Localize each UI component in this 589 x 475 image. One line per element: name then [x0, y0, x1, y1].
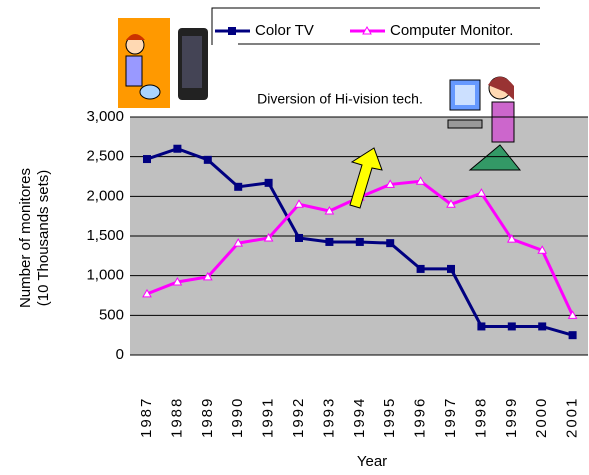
x-tick-label: 1999 — [503, 397, 520, 438]
x-tick-label: 1997 — [442, 397, 459, 438]
tv-icon — [118, 18, 208, 108]
marker — [234, 183, 242, 191]
x-tick-label: 1990 — [229, 397, 246, 438]
legend-marker — [228, 27, 236, 35]
marker — [265, 179, 273, 187]
y-tick-label: 1,000 — [86, 267, 124, 284]
x-tick-label: 1988 — [168, 397, 185, 438]
y-axis-title: Number of monitores — [17, 168, 34, 308]
marker — [538, 322, 546, 330]
x-tick-label: 2001 — [564, 397, 581, 438]
page: {"chart_data": {"type": "line", "ylabel"… — [0, 0, 589, 475]
chart: Diversion of Hi-vision tech. Year Number… — [0, 0, 589, 475]
marker — [569, 331, 577, 339]
x-axis-title: Year — [357, 453, 387, 470]
x-tick-label: 1998 — [472, 397, 489, 438]
marker — [204, 156, 212, 164]
marker — [325, 238, 333, 246]
marker — [477, 322, 485, 330]
marker — [356, 238, 364, 246]
x-tick-label: 1996 — [412, 397, 429, 438]
x-tick-label: 1995 — [381, 397, 398, 438]
marker — [228, 27, 236, 35]
annotation: Diversion of Hi-vision tech. — [257, 91, 423, 107]
legend-label: Computer Monitor. — [390, 22, 513, 39]
y-axis-title: (10 Thousands sets) — [35, 170, 52, 306]
x-tick-label: 1987 — [138, 397, 155, 438]
marker — [295, 234, 303, 242]
marker — [447, 265, 455, 273]
x-tick-label: 1994 — [351, 397, 368, 438]
x-tick-label: 1989 — [199, 397, 216, 438]
x-tick-label: 1992 — [290, 397, 307, 438]
y-tick-label: 0 — [116, 346, 124, 363]
x-tick-label: 2000 — [533, 397, 550, 438]
y-tick-label: 2,000 — [86, 187, 124, 204]
marker — [173, 145, 181, 153]
legend-label: Color TV — [255, 22, 314, 39]
x-tick-label: 1993 — [320, 397, 337, 438]
marker — [508, 322, 516, 330]
y-tick-label: 500 — [99, 306, 124, 323]
y-tick-label: 1,500 — [86, 227, 124, 244]
y-tick-label: 2,500 — [86, 148, 124, 165]
marker — [386, 239, 394, 247]
y-tick-label: 3,000 — [86, 108, 124, 125]
marker — [143, 155, 151, 163]
x-tick-label: 1991 — [260, 397, 277, 438]
marker — [417, 265, 425, 273]
